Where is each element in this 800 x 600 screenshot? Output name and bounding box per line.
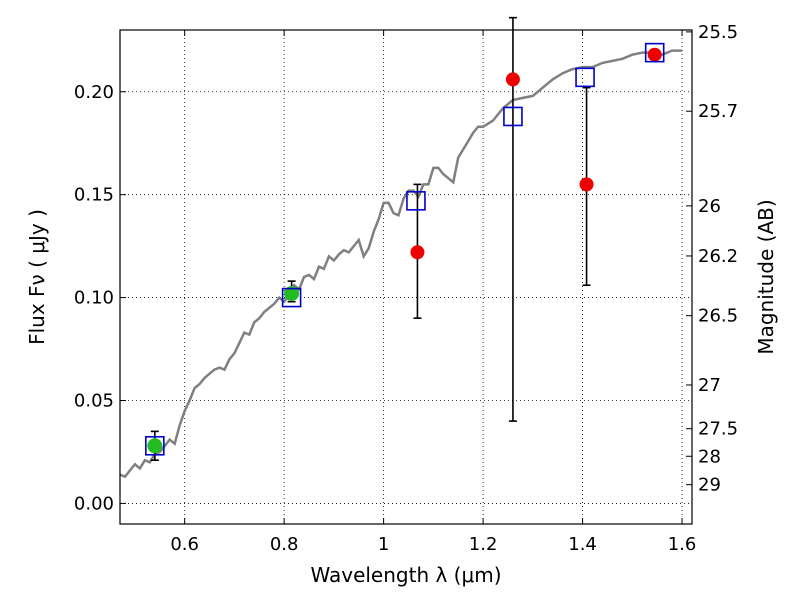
x-tick-label: 1 <box>378 534 389 555</box>
y-tick-label: 0.00 <box>74 493 114 514</box>
magnitude-tick-label: 26 <box>698 196 721 217</box>
y-tick-label: 0.15 <box>74 185 114 206</box>
y-tick-label: 0.20 <box>74 82 114 103</box>
magnitude-axis: 25.5 25.7 26 26.2 26.5 27 27.5 28 29 <box>686 22 738 496</box>
magnitude-tick-label: 27.5 <box>698 419 738 440</box>
model-photometry-point <box>406 191 426 211</box>
grid-lines <box>120 30 692 524</box>
magnitude-tick-label: 29 <box>698 475 721 496</box>
low-snr-point <box>505 72 520 87</box>
y-tick-label: 0.10 <box>74 288 114 309</box>
y-axis: 0.00 0.05 0.10 0.15 0.20 <box>74 82 126 514</box>
x-tick-label: 1.6 <box>668 534 697 555</box>
low-snr-point <box>647 47 662 62</box>
magnitude-tick-label: 27 <box>698 375 721 396</box>
magnitude-axis-title: Magnitude (AB) <box>754 199 778 354</box>
model-photometry-point <box>281 287 302 308</box>
plot-series <box>119 16 683 479</box>
magnitude-tick-label: 25.5 <box>698 22 738 43</box>
x-axis: 0.6 0.8 1 1.2 1.4 1.6 <box>170 30 696 555</box>
y-tick-label: 0.05 <box>74 391 114 412</box>
magnitude-tick-label: 25.7 <box>698 101 738 122</box>
x-tick-label: 0.6 <box>170 534 199 555</box>
detection-point <box>147 438 163 454</box>
detection-point <box>284 285 300 301</box>
y-axis-title: Flux Fν ( μJy ) <box>25 209 49 345</box>
plot-frame <box>119 29 693 525</box>
model-photometry-point <box>644 42 665 63</box>
x-axis-title: Wavelength λ (μm) <box>310 563 501 587</box>
low-snr-point <box>579 177 594 192</box>
x-tick-label: 0.8 <box>270 534 299 555</box>
x-tick-label: 1.2 <box>469 534 498 555</box>
low-snr-point <box>410 245 425 260</box>
model-photometry-point <box>145 435 165 456</box>
model-photometry-point <box>575 67 595 88</box>
model-sed-line <box>119 49 683 479</box>
magnitude-tick-label: 26.5 <box>698 306 738 327</box>
x-tick-label: 1.4 <box>568 534 597 555</box>
magnitude-tick-label: 28 <box>698 446 721 467</box>
magnitude-tick-label: 26.2 <box>698 246 738 267</box>
model-photometry-point <box>503 106 523 127</box>
